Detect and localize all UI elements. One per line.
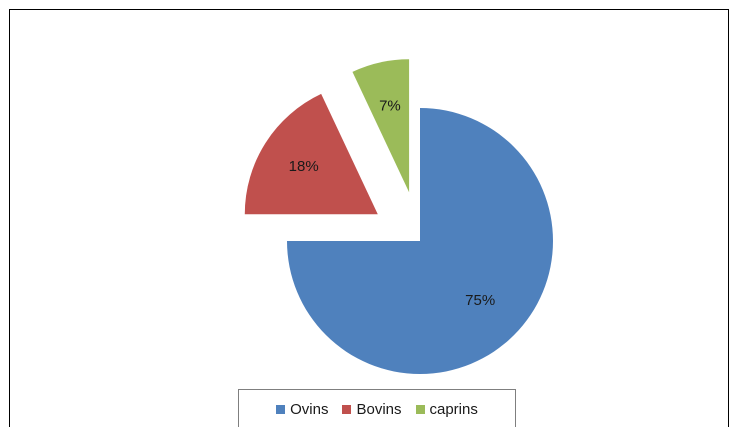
legend-item-ovins: Ovins [276, 401, 328, 418]
legend-swatch-caprins [415, 405, 425, 414]
pie-slice-bovins [244, 93, 378, 215]
legend-label-caprins: caprins [429, 401, 478, 418]
legend-swatch-ovins [276, 405, 286, 414]
data-label-bovins: 18% [289, 158, 319, 175]
legend: Ovins Bovins caprins [238, 389, 516, 427]
legend-label-ovins: Ovins [290, 401, 329, 418]
data-label-caprins: 7% [379, 98, 401, 115]
legend-swatch-bovins [342, 405, 352, 414]
legend-item-caprins: caprins [415, 401, 478, 418]
pie-slice-ovins [287, 108, 553, 374]
legend-label-bovins: Bovins [356, 401, 402, 418]
data-label-ovins: 75% [465, 292, 495, 309]
legend-item-bovins: Bovins [342, 401, 402, 418]
pie-slice-caprins [352, 59, 410, 193]
